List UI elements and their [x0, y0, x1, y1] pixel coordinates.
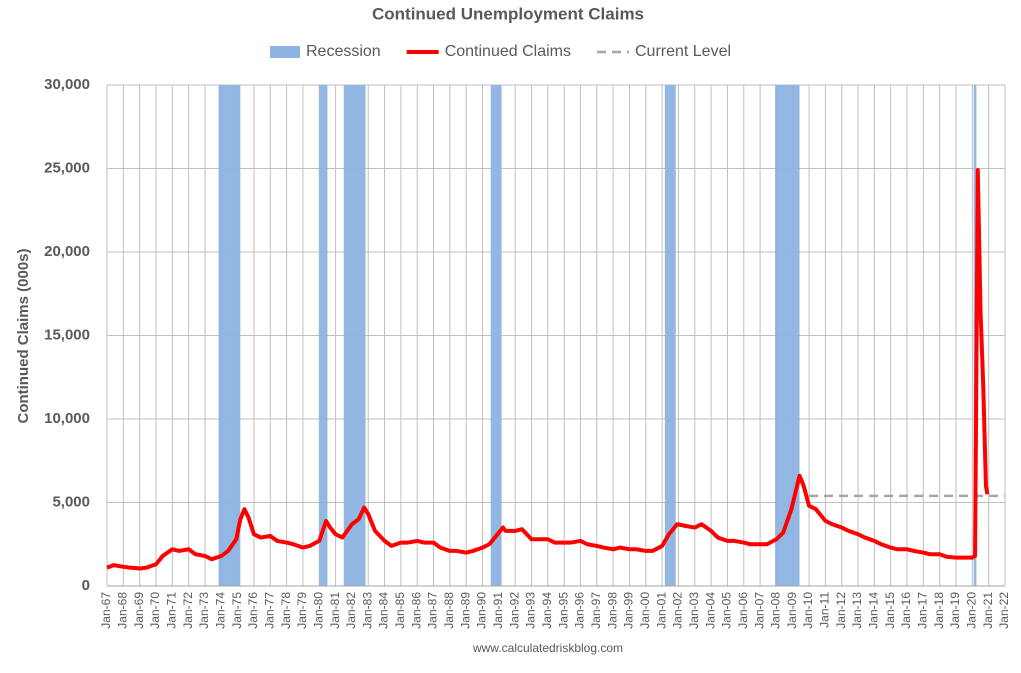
x-tick-label: Jan-99 — [622, 592, 636, 629]
x-tick-label: Jan-94 — [540, 592, 554, 629]
x-tick-label: Jan-07 — [752, 592, 766, 629]
x-tick-label: Jan-91 — [491, 592, 505, 629]
x-tick-label: Jan-11 — [818, 592, 832, 628]
y-tick-label: 5,000 — [52, 493, 90, 510]
x-tick-label: Jan-14 — [867, 592, 881, 629]
x-tick-label: Jan-06 — [736, 592, 750, 629]
x-tick-label: Jan-16 — [899, 592, 913, 629]
legend-swatch — [270, 46, 300, 58]
x-tick-label: Jan-88 — [442, 592, 456, 629]
y-tick-label: 15,000 — [44, 326, 90, 343]
x-tick-label: Jan-05 — [720, 592, 734, 629]
x-tick-label: Jan-68 — [115, 592, 129, 629]
x-tick-label: Jan-75 — [230, 592, 244, 629]
chart-title: Continued Unemployment Claims — [372, 4, 644, 23]
x-tick-label: Jan-22 — [997, 592, 1011, 629]
x-tick-label: Jan-01 — [654, 592, 668, 629]
x-tick-label: Jan-81 — [328, 592, 342, 629]
x-tick-label: Jan-20 — [965, 592, 979, 629]
x-tick-label: Jan-67 — [99, 592, 113, 629]
x-tick-label: Jan-96 — [573, 592, 587, 629]
x-tick-label: Jan-00 — [638, 592, 652, 629]
x-tick-label: Jan-71 — [164, 592, 178, 629]
x-tick-label: Jan-13 — [850, 592, 864, 629]
x-tick-label: Jan-02 — [671, 592, 685, 629]
y-tick-label: 0 — [82, 577, 90, 594]
x-tick-label: Jan-85 — [393, 592, 407, 629]
y-tick-label: 30,000 — [44, 76, 90, 93]
x-tick-label: Jan-72 — [181, 592, 195, 629]
x-tick-label: Jan-03 — [687, 592, 701, 629]
y-axis-label: Continued Claims (000s) — [15, 248, 32, 423]
x-tick-label: Jan-93 — [524, 592, 538, 629]
recession-band — [490, 85, 502, 586]
legend-label: Current Level — [635, 43, 731, 60]
x-tick-label: Jan-95 — [556, 592, 570, 629]
footer: www.calculatedriskblog.com — [472, 641, 623, 655]
x-tick-label: Jan-98 — [605, 592, 619, 629]
x-tick-label: Jan-80 — [311, 592, 325, 629]
x-tick-label: Jan-69 — [132, 592, 146, 629]
x-tick-label: Jan-82 — [344, 592, 358, 629]
x-tick-label: Jan-76 — [246, 592, 260, 629]
y-tick-label: 10,000 — [44, 410, 90, 427]
x-tick-label: Jan-73 — [197, 592, 211, 629]
x-tick-label: Jan-10 — [801, 592, 815, 629]
legend-label: Continued Claims — [445, 43, 571, 60]
x-tick-label: Jan-17 — [916, 592, 930, 629]
x-tick-label: Jan-78 — [279, 592, 293, 629]
x-tick-label: Jan-70 — [148, 592, 162, 629]
recession-band — [343, 85, 366, 586]
x-tick-label: Jan-87 — [426, 592, 440, 629]
x-tick-label: Jan-08 — [769, 592, 783, 629]
x-tick-label: Jan-86 — [409, 592, 423, 629]
recession-band — [218, 85, 241, 586]
y-tick-label: 20,000 — [44, 243, 90, 260]
x-tick-label: Jan-15 — [883, 592, 897, 629]
x-tick-label: Jan-84 — [377, 592, 391, 629]
x-tick-label: Jan-74 — [213, 592, 227, 629]
series-line — [106, 168, 990, 571]
x-tick-label: Jan-90 — [475, 592, 489, 629]
x-tick-label: Jan-21 — [981, 592, 995, 629]
x-tick-label: Jan-18 — [932, 592, 946, 629]
x-tick-label: Jan-92 — [507, 592, 521, 629]
x-tick-label: Jan-04 — [703, 592, 717, 629]
x-tick-label: Jan-77 — [262, 592, 276, 629]
recession-band — [664, 85, 676, 586]
x-tick-label: Jan-19 — [948, 592, 962, 629]
x-tick-label: Jan-97 — [589, 592, 603, 629]
x-tick-label: Jan-83 — [360, 592, 374, 629]
recession-band — [319, 85, 328, 586]
x-tick-label: Jan-79 — [295, 592, 309, 629]
legend-label: Recession — [306, 43, 381, 60]
x-tick-label: Jan-89 — [458, 592, 472, 629]
y-tick-label: 25,000 — [44, 159, 90, 176]
x-tick-label: Jan-09 — [785, 592, 799, 629]
recession-band — [775, 85, 800, 586]
x-tick-label: Jan-12 — [834, 592, 848, 629]
